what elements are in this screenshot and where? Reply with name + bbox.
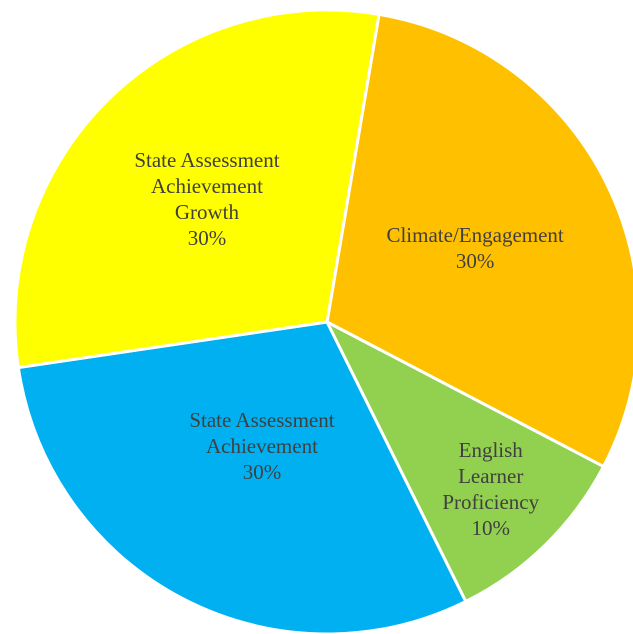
- pie-slice: [16, 320, 468, 634]
- category-name: Climate/Engagement: [386, 223, 564, 248]
- pie-slice: [323, 318, 606, 604]
- value-label: 30%: [455, 249, 495, 274]
- pie-slice: [325, 12, 633, 469]
- category-name: English Learner Proficiency: [442, 438, 540, 515]
- slice-label: State Assessment Achievement 30%: [152, 407, 372, 485]
- value-label: 30%: [187, 226, 227, 251]
- value-label: 10%: [471, 516, 510, 541]
- slice-label: State Assessment Achievement Growth 30%: [132, 147, 282, 251]
- slice-label: Climate/Engagement 30%: [340, 222, 610, 274]
- value-label: 30%: [242, 460, 282, 485]
- category-name: State Assessment Achievement: [189, 408, 335, 459]
- slice-label: English Learner Proficiency 10%: [426, 437, 556, 541]
- category-name: State Assessment Achievement Growth: [134, 148, 280, 225]
- pie-slice: [13, 8, 381, 370]
